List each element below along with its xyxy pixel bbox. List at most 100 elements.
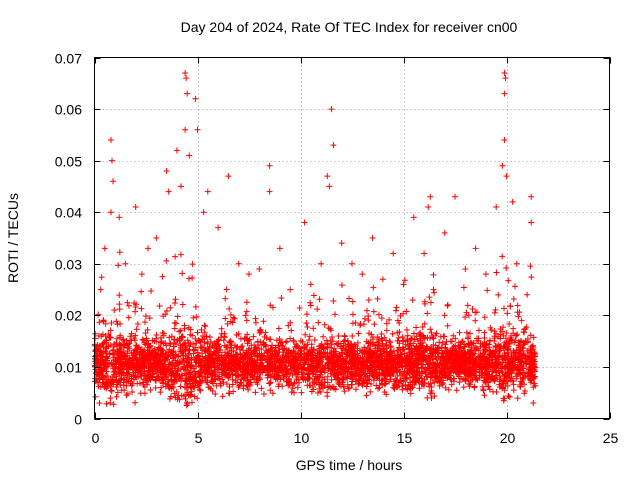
data-point [374,295,381,302]
data-point [376,384,383,391]
data-point [138,271,145,278]
data-point [349,333,356,340]
data-point [484,287,491,294]
data-point [177,251,184,258]
data-point [182,69,189,76]
data-point [266,162,273,169]
data-point [378,315,385,322]
y-axis-label: ROTI / TECUs [5,193,21,283]
x-tick-label: 20 [500,430,516,446]
data-point [266,188,273,195]
data-point [510,387,517,394]
data-point [183,402,190,409]
data-point [401,277,408,284]
data-point [324,393,331,400]
data-point [262,329,269,336]
data-point [235,383,242,390]
data-point [515,313,522,320]
data-point [411,336,418,343]
data-point [122,260,129,267]
data-point [226,305,233,312]
data-point [267,379,274,386]
data-point [345,385,352,392]
data-point [360,321,367,328]
data-point [528,274,535,281]
data-point [464,302,471,309]
data-point [320,333,327,340]
y-tick-label: 0.01 [55,360,82,376]
data-point [501,137,508,144]
data-point [192,344,199,351]
data-point [243,317,250,324]
data-point [107,327,114,334]
data-point [332,311,339,318]
data-point [252,389,259,396]
data-point [196,386,203,393]
x-tick-label: 25 [603,430,619,446]
data-point [221,349,228,356]
data-point [107,334,114,341]
data-point [145,245,152,252]
data-point [430,271,437,278]
data-point [241,336,248,343]
data-point [235,260,242,267]
data-point [307,281,314,288]
data-point [178,377,185,384]
data-point [386,316,393,323]
data-point [521,381,528,388]
data-point [346,295,353,302]
data-point [220,337,227,344]
data-point [453,387,460,394]
data-point [371,321,378,328]
data-point [121,387,128,394]
data-point [472,317,479,324]
data-point [184,90,191,97]
data-point [173,147,180,154]
x-tick-label: 15 [397,430,413,446]
data-point [481,392,488,399]
data-point [212,390,219,397]
data-point [148,287,155,294]
data-point [107,137,114,144]
data-point [201,329,208,336]
data-point [134,320,141,327]
data-point [444,322,451,329]
data-point [349,311,356,318]
data-point [321,321,328,328]
data-point [260,391,267,398]
data-point [113,335,120,342]
data-point [433,330,440,337]
data-point [132,304,139,311]
data-point [276,335,283,342]
data-point [461,343,468,350]
data-point [493,269,500,276]
data-point [170,354,177,361]
data-point [153,332,160,339]
data-point [213,382,220,389]
data-point [166,334,173,341]
data-point [243,308,250,315]
data-point [242,312,249,319]
data-point [389,330,396,337]
data-point [92,393,99,400]
data-point [377,347,384,354]
data-point [427,326,434,333]
y-tick-labels: 0 0.01 0.02 0.03 0.04 0.05 0.06 0.07 [55,51,82,428]
data-point [116,301,123,308]
data-point [330,298,337,305]
data-point [492,330,499,337]
data-point [202,323,209,330]
data-point [408,335,415,342]
data-point [105,331,112,338]
data-point [361,315,368,322]
data-point [410,214,417,221]
data-point [138,288,145,295]
data-point [491,309,498,316]
data-point [383,327,390,334]
data-point [266,380,273,387]
data-point [278,295,285,301]
data-point [182,126,189,133]
x-tick-label: 0 [92,430,100,446]
data-point [374,334,381,341]
data-point [178,183,185,190]
